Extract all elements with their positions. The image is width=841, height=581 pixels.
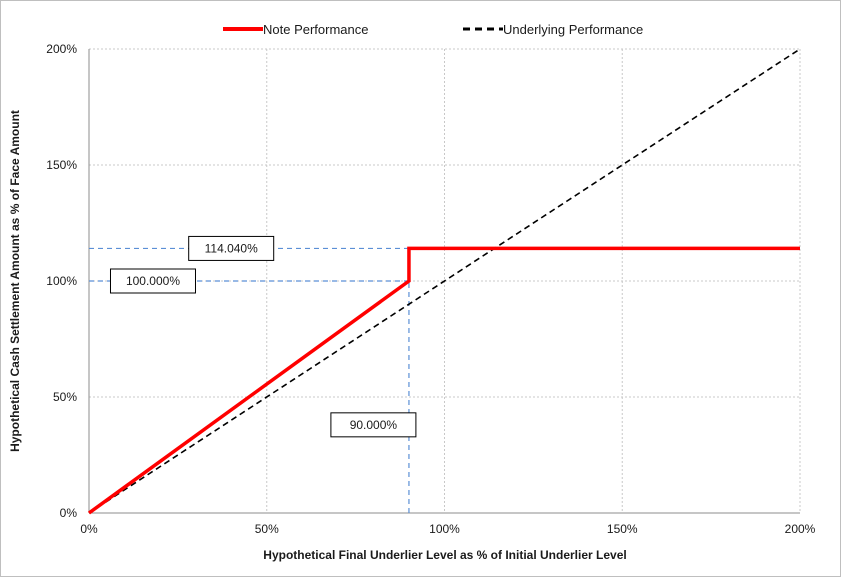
y-tick-label: 0% — [60, 506, 78, 520]
series-group — [87, 48, 801, 515]
x-axis-title: Hypothetical Final Underlier Level as % … — [263, 548, 626, 562]
annotation-box — [109, 268, 196, 294]
y-tick-label: 150% — [46, 158, 77, 172]
annotation-label: 90.000% — [350, 418, 398, 432]
series-line-1 — [88, 48, 801, 514]
x-tick-label: 50% — [255, 522, 279, 536]
y-tick-label: 50% — [53, 390, 77, 404]
annotation-box — [188, 235, 275, 261]
annotation-label: 114.040% — [205, 241, 258, 255]
annotation-label: 100.000% — [126, 274, 180, 288]
annotation-box — [330, 412, 417, 438]
reference-lines — [89, 247, 410, 513]
x-tick-label: 100% — [429, 522, 460, 536]
x-tick-label: 150% — [607, 522, 638, 536]
tick-labels: 0% 50% 100% 150% 200% 0% 50% 100% 150% 200% — [46, 42, 815, 536]
legend: Note Performance Underlying Performance — [223, 22, 643, 37]
legend-label: Note Performance — [263, 22, 369, 37]
y-axis-title: Hypothetical Cash Settlement Amount as %… — [8, 110, 22, 452]
x-tick-label: 200% — [785, 522, 816, 536]
y-tick-label: 100% — [46, 274, 77, 288]
series-line-0 — [87, 246, 800, 515]
y-tick-label: 200% — [46, 42, 77, 56]
annotations: 114.040% 100.000% 90.000% — [109, 235, 417, 438]
legend-label: Underlying Performance — [503, 22, 643, 37]
x-tick-label: 0% — [80, 522, 98, 536]
